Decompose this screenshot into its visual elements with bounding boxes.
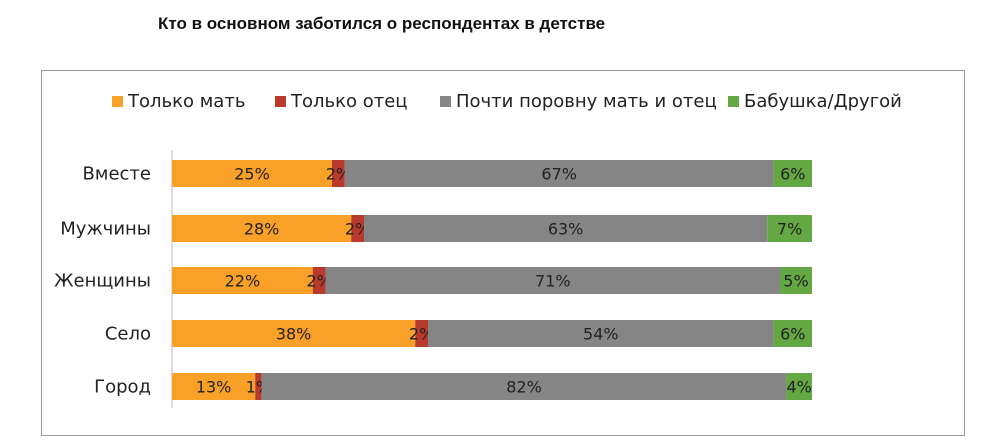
data-label-4-series-0: 13% <box>196 378 232 397</box>
bar-segment-1-series-3 <box>767 215 812 242</box>
data-label-3-series-0: 38% <box>276 325 312 344</box>
bar-segment-0-series-1 <box>332 160 345 187</box>
category-label-2: Женщины <box>54 271 151 292</box>
bar-segment-4-series-3 <box>786 373 812 400</box>
legend-label-series-3: Бабушка/Другой <box>744 91 902 112</box>
data-label-3-series-1: 2% <box>409 325 434 344</box>
bar-segment-2-series-2 <box>325 267 780 294</box>
legend-swatch-series-0 <box>112 96 123 107</box>
legend-label-series-1: Только отец <box>290 91 408 112</box>
legend-swatch-series-3 <box>728 96 739 107</box>
data-label-3-series-2: 54% <box>583 325 619 344</box>
data-label-0-series-3: 6% <box>780 165 805 184</box>
bar-segment-3-series-1 <box>415 320 428 347</box>
data-label-2-series-1: 2% <box>307 272 332 291</box>
bar-segment-1-series-1 <box>351 215 364 242</box>
bar-segment-3-series-0 <box>172 320 416 347</box>
data-label-2-series-0: 22% <box>225 272 261 291</box>
data-label-1-series-2: 63% <box>548 220 584 239</box>
data-label-0-series-2: 67% <box>541 165 577 184</box>
category-label-3: Село <box>105 324 151 345</box>
data-label-2-series-2: 71% <box>535 272 571 291</box>
bar-segment-0-series-3 <box>773 160 812 187</box>
data-label-3-series-3: 6% <box>780 325 805 344</box>
bar-segment-1-series-2 <box>364 215 768 242</box>
legend-swatch-series-2 <box>440 96 451 107</box>
data-label-4-series-2: 82% <box>506 378 542 397</box>
legend-swatch-series-1 <box>275 96 286 107</box>
data-label-1-series-1: 2% <box>345 220 370 239</box>
data-label-4-series-3: 4% <box>787 378 812 397</box>
bar-segment-3-series-2 <box>428 320 774 347</box>
bar-segment-4-series-1 <box>255 373 262 400</box>
bar-segment-2-series-1 <box>312 267 326 294</box>
category-label-4: Город <box>94 377 151 398</box>
bar-segment-4-series-2 <box>261 373 787 400</box>
bar-segment-3-series-3 <box>773 320 812 347</box>
category-label-0: Вместе <box>83 164 151 185</box>
bar-segment-1-series-0 <box>172 215 352 242</box>
legend-label-series-0: Только мать <box>127 91 245 112</box>
bar-segment-2-series-0 <box>172 267 313 294</box>
chart-title: Кто в основном заботился о респондентах … <box>158 14 606 33</box>
data-label-1-series-0: 28% <box>244 220 280 239</box>
bar-segment-4-series-0 <box>172 373 256 400</box>
bar-segment-0-series-2 <box>344 160 774 187</box>
data-label-1-series-3: 7% <box>777 220 802 239</box>
data-label-0-series-0: 25% <box>234 165 270 184</box>
legend-label-series-2: Почти поровну мать и отец <box>456 91 717 112</box>
bar-segment-2-series-3 <box>780 267 812 294</box>
bar-segment-0-series-0 <box>172 160 332 187</box>
data-label-0-series-1: 2% <box>326 165 351 184</box>
category-label-1: Мужчины <box>60 219 151 240</box>
data-label-2-series-3: 5% <box>783 272 808 291</box>
